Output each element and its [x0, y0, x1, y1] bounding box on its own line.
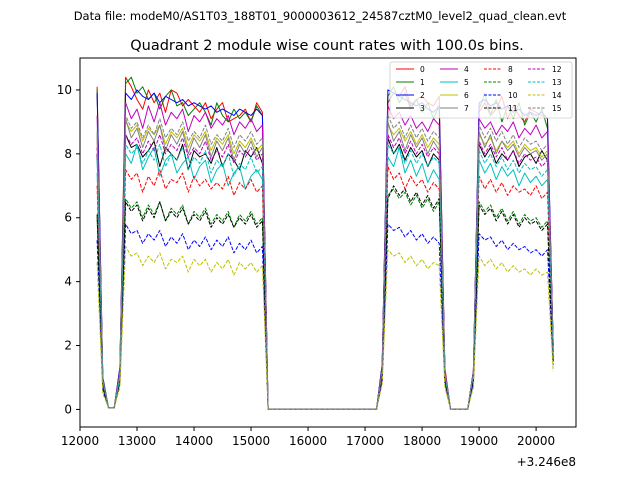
legend-label-15: 15 [552, 104, 562, 113]
y-tick-label: 10 [57, 83, 72, 97]
series-line-14 [96, 246, 554, 410]
x-tick-label: 13000 [118, 434, 156, 448]
x-tick-label: 19000 [460, 434, 498, 448]
legend-label-5: 5 [464, 78, 469, 87]
y-tick-label: 8 [64, 147, 72, 161]
series-line-15 [96, 115, 554, 410]
x-tick-label: 18000 [403, 434, 441, 448]
legend-label-3: 3 [420, 104, 425, 113]
chart-title: Quadrant 2 module wise count rates with … [130, 38, 524, 54]
series-line-13 [96, 143, 554, 410]
x-tick-label: 17000 [346, 434, 384, 448]
x-tick-label: 12000 [61, 434, 99, 448]
y-tick-label: 0 [64, 402, 72, 416]
legend-label-4: 4 [464, 65, 469, 74]
legend-label-6: 6 [464, 91, 469, 100]
legend-label-11: 11 [508, 104, 518, 113]
x-tick-label: 16000 [289, 434, 327, 448]
legend-label-2: 2 [420, 91, 425, 100]
figure-suptitle: Data file: modeM0/AS1T03_188T01_90000036… [74, 9, 567, 23]
y-tick-label: 4 [64, 275, 72, 289]
x-tick-label: 20000 [517, 434, 555, 448]
x-tick-label: 14000 [175, 434, 213, 448]
legend-label-0: 0 [420, 65, 425, 74]
legend-label-1: 1 [420, 78, 425, 87]
legend-label-7: 7 [464, 104, 469, 113]
x-axis: 12000 13000 14000 15000 16000 17000 18000 19000… [61, 427, 555, 448]
legend-label-9: 9 [508, 78, 513, 87]
y-axis: 0 2 4 6 8 10 [57, 83, 80, 416]
series-layer [96, 76, 554, 410]
legend-frame [389, 61, 573, 119]
y-tick-label: 6 [64, 211, 72, 225]
x-offset-label: +3.246e8 [517, 455, 576, 469]
plot-frame [79, 57, 577, 428]
series-line-10 [96, 223, 554, 410]
x-tick-label: 15000 [232, 434, 270, 448]
y-tick-label: 2 [64, 339, 72, 353]
legend-label-14: 14 [552, 91, 562, 100]
legend-label-10: 10 [508, 91, 518, 100]
legend-label-13: 13 [552, 78, 562, 87]
legend-label-8: 8 [508, 65, 513, 74]
legend-label-12: 12 [552, 65, 562, 74]
